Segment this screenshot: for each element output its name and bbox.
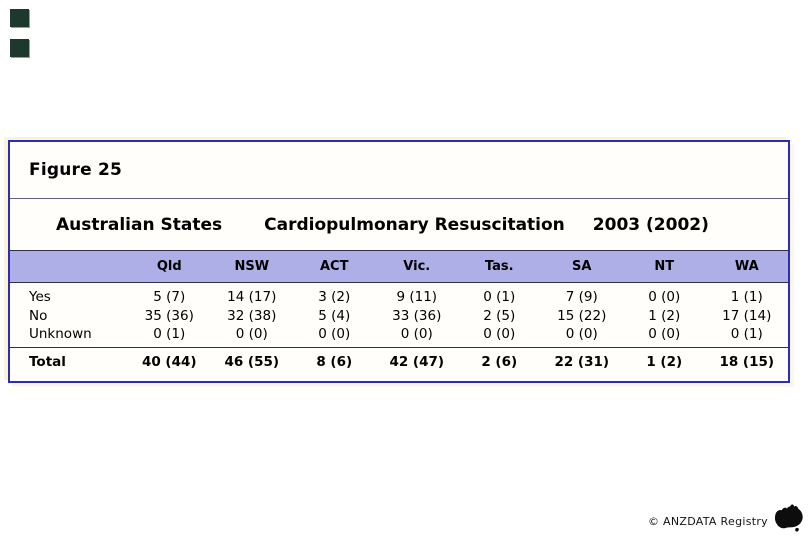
data-cell: 0 (0) [648,326,681,343]
figure-label-row: Figure 25 [10,142,788,199]
column-header-vic: Vic. [403,259,431,274]
data-cell: 0 (1) [153,326,186,343]
column-header-tas: Tas. [484,259,514,274]
table-row-no: No 35 (36) 32 (38) 5 (4) 33 (36) 2 (5) 15 (22)… [10,305,788,326]
table-row-unknown: Unknown 0 (1) 0 (0) 0 (0) 0 (0) 0 (0) 0 (0) 0 (… [10,326,788,347]
data-cell: 0 (0) [565,326,598,343]
data-table: Qld NSW ACT Vic. Tas. SA NT WA Yes 5 (7) 14 (17) 3… [10,250,788,376]
decor-square-bottom [10,39,29,57]
column-header-qld: Qld [156,259,182,274]
data-cell: 0 (0) [235,326,268,343]
column-header-nt: NT [654,259,675,274]
figure-title-subject: Cardiopulmonary Resuscitation [264,214,565,235]
data-cell: 33 (36) [392,307,442,324]
total-label: Total [29,353,66,370]
figure-title: Australian States Cardiopulmonary Resusc… [10,199,788,250]
data-cell: 9 (11) [396,289,438,305]
table-row-yes: Yes 5 (7) 14 (17) 3 (2) 9 (11) 0 (1) 7 (9) 0 (0… [10,283,788,305]
data-cell: 2 (5) [483,307,516,324]
data-cell: 17 (14) [722,307,772,324]
data-cell: 0 (0) [483,326,516,343]
corner-cell [10,251,128,283]
data-cell: 1 (2) [648,307,681,324]
total-cell: 1 (2) [646,353,683,370]
total-cell: 40 (44) [141,353,197,370]
data-cell: 35 (36) [144,307,194,324]
figure-box: Figure 25 Australian States Cardiopulmon… [8,140,790,383]
total-cell: 46 (55) [224,353,280,370]
data-cell: 0 (0) [400,326,433,343]
total-cell: 42 (47) [389,353,445,370]
table-header-row: Qld NSW ACT Vic. Tas. SA NT WA [10,250,788,283]
column-header-wa: WA [734,259,759,274]
column-header-sa: SA [572,259,592,274]
data-cell: 0 (0) [318,326,351,343]
australia-map-icon [774,504,803,532]
data-cell: 32 (38) [227,307,277,324]
data-cell: 7 (9) [565,289,598,305]
credit-text: © ANZDATA Registry [647,515,768,528]
row-label: Yes [29,289,51,305]
row-label: Unknown [29,326,92,343]
column-header-nsw: NSW [234,259,270,274]
decor-square-top [10,9,29,27]
data-cell: 15 (22) [557,307,607,324]
data-cell: 0 (1) [483,289,516,305]
data-cell: 14 (17) [227,289,277,305]
total-cell: 22 (31) [554,353,610,370]
data-cell: 1 (1) [730,289,763,305]
total-cell: 8 (6) [316,353,353,370]
data-cell: 0 (0) [648,289,681,305]
data-cell: 3 (2) [318,289,351,305]
total-cell: 18 (15) [719,353,775,370]
figure-title-states: Australian States [56,214,223,235]
total-cell: 2 (6) [481,353,518,370]
figure-label: Figure 25 [29,160,123,180]
data-cell: 0 (1) [730,326,763,343]
table-body: Yes 5 (7) 14 (17) 3 (2) 9 (11) 0 (1) 7 (9) 0 (0… [10,283,788,348]
column-header-act: ACT [320,259,349,274]
row-label: No [29,307,48,324]
total-row: Total 40 (44) 46 (55) 8 (6) 42 (47) 2 (6) 22 (… [10,347,788,376]
figure-title-years: 2003 (2002) [592,214,709,235]
data-cell: 5 (4) [318,307,351,324]
footer-credit: © ANZDATA Registry [648,515,768,528]
data-cell: 5 (7) [153,289,186,305]
